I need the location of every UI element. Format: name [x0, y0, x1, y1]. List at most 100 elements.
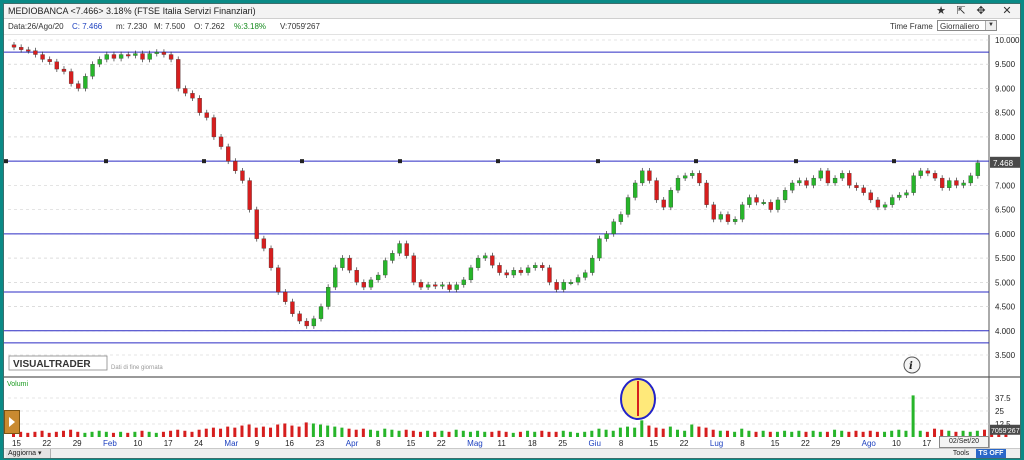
volume-bar	[340, 427, 344, 437]
candle	[190, 93, 195, 99]
volume-bar	[961, 430, 965, 437]
volume-bar	[547, 431, 551, 437]
candle	[904, 192, 909, 196]
volume-bar	[361, 428, 365, 437]
price-chart[interactable]: 10.0009.5009.0008.5008.0007.5007.0006.50…	[4, 35, 1020, 448]
volume-bar	[19, 431, 23, 437]
candle	[118, 54, 124, 59]
volume-bar	[347, 428, 351, 437]
timeframe-select[interactable]: Giornaliero ▼	[937, 20, 997, 31]
volume-bar	[526, 430, 530, 437]
candle	[697, 173, 702, 184]
volume-bar	[383, 428, 387, 437]
volume-bar	[897, 429, 901, 437]
volume-bar	[311, 423, 315, 437]
volume-bar	[775, 431, 779, 437]
logo-subtitle: Dati di fine giornata	[111, 365, 163, 371]
candle	[511, 270, 516, 276]
x-tick-label: 8	[740, 439, 745, 448]
x-tick-label: 15	[771, 439, 780, 448]
volume-bar	[718, 430, 722, 437]
pin-icon[interactable]: ⇱	[956, 5, 966, 17]
timeframe-value: Giornaliero	[940, 22, 980, 31]
candle	[61, 68, 67, 72]
window-title: MEDIOBANCA <7.466> 3.18% (FTSE Italia Se…	[8, 6, 256, 16]
volume-tick-label: 37.5	[995, 394, 1011, 403]
volume-bar	[433, 431, 437, 437]
candle	[90, 64, 95, 77]
candle	[633, 182, 638, 198]
volume-bar	[861, 431, 865, 437]
volume-bar	[704, 427, 708, 437]
candle	[218, 136, 224, 147]
price-tick-label: 5.000	[995, 278, 1016, 287]
volume-bar	[597, 428, 601, 437]
price-tick-label: 4.500	[995, 303, 1016, 312]
candle	[847, 173, 852, 186]
volume-bar	[583, 431, 587, 437]
candle	[590, 257, 595, 273]
volume-bar	[33, 431, 37, 437]
volume-bar	[733, 431, 737, 437]
volume-tick-label: 12.5	[995, 420, 1011, 429]
candle	[832, 177, 838, 184]
volume-bar	[226, 426, 230, 437]
star-icon[interactable]: ★	[936, 5, 946, 17]
volume-bar	[297, 426, 301, 437]
volume-bar	[54, 431, 58, 437]
candle	[475, 257, 481, 268]
x-tick-label: Ago	[862, 439, 877, 448]
tools-button[interactable]: Tools	[952, 450, 970, 457]
volume-bar	[504, 431, 508, 437]
volume-bar	[954, 431, 958, 437]
line-handle	[104, 159, 108, 164]
volume-bar	[404, 429, 408, 437]
x-tick-label: 9	[255, 439, 260, 448]
candle	[897, 194, 902, 198]
chart-window: MEDIOBANCA <7.466> 3.18% (FTSE Italia Se…	[3, 3, 1021, 459]
volume-bar	[697, 426, 701, 437]
info-pct: %:3.18%	[234, 22, 267, 31]
close-icon[interactable]: ✕	[1002, 5, 1012, 17]
volume-bar	[604, 429, 608, 437]
candle	[268, 248, 274, 268]
x-tick-label: Giu	[589, 439, 601, 448]
candle	[304, 320, 309, 327]
line-handle	[596, 159, 600, 164]
candle	[176, 59, 181, 89]
x-tick-label: 10	[892, 439, 901, 448]
candle	[490, 255, 495, 266]
volume-bar	[868, 430, 872, 437]
volume-bar	[147, 431, 151, 437]
candle	[311, 318, 317, 327]
aggiorna-button[interactable]: Aggiorna ▾	[6, 449, 51, 458]
candle	[461, 279, 466, 285]
volume-bar	[590, 430, 594, 437]
candle	[361, 282, 366, 288]
volume-bar	[40, 430, 44, 437]
candle	[447, 284, 452, 290]
candle	[861, 187, 866, 193]
volume-bar	[833, 429, 837, 437]
volume-bar	[76, 431, 80, 437]
volume-bar	[618, 427, 622, 437]
volume-bar	[211, 427, 215, 437]
candle	[682, 175, 688, 179]
price-tick-label: 7.000	[995, 181, 1016, 190]
arrows-icon[interactable]: ✥	[976, 5, 986, 17]
candle	[33, 50, 38, 55]
volume-bar	[818, 431, 822, 437]
x-tick-label: 18	[528, 439, 537, 448]
x-tick-label: Mag	[467, 439, 483, 448]
ts-off-button[interactable]: TS OFF	[976, 449, 1006, 458]
candle	[247, 180, 252, 210]
volume-bar	[104, 431, 108, 437]
line-handle	[892, 159, 896, 164]
candle	[868, 192, 873, 201]
scroll-left-arrow-icon[interactable]	[4, 410, 20, 434]
candle	[940, 177, 945, 188]
volume-bar	[754, 431, 758, 437]
candle	[611, 221, 616, 234]
candle	[533, 265, 538, 268]
price-tick-label: 9.000	[995, 84, 1016, 93]
